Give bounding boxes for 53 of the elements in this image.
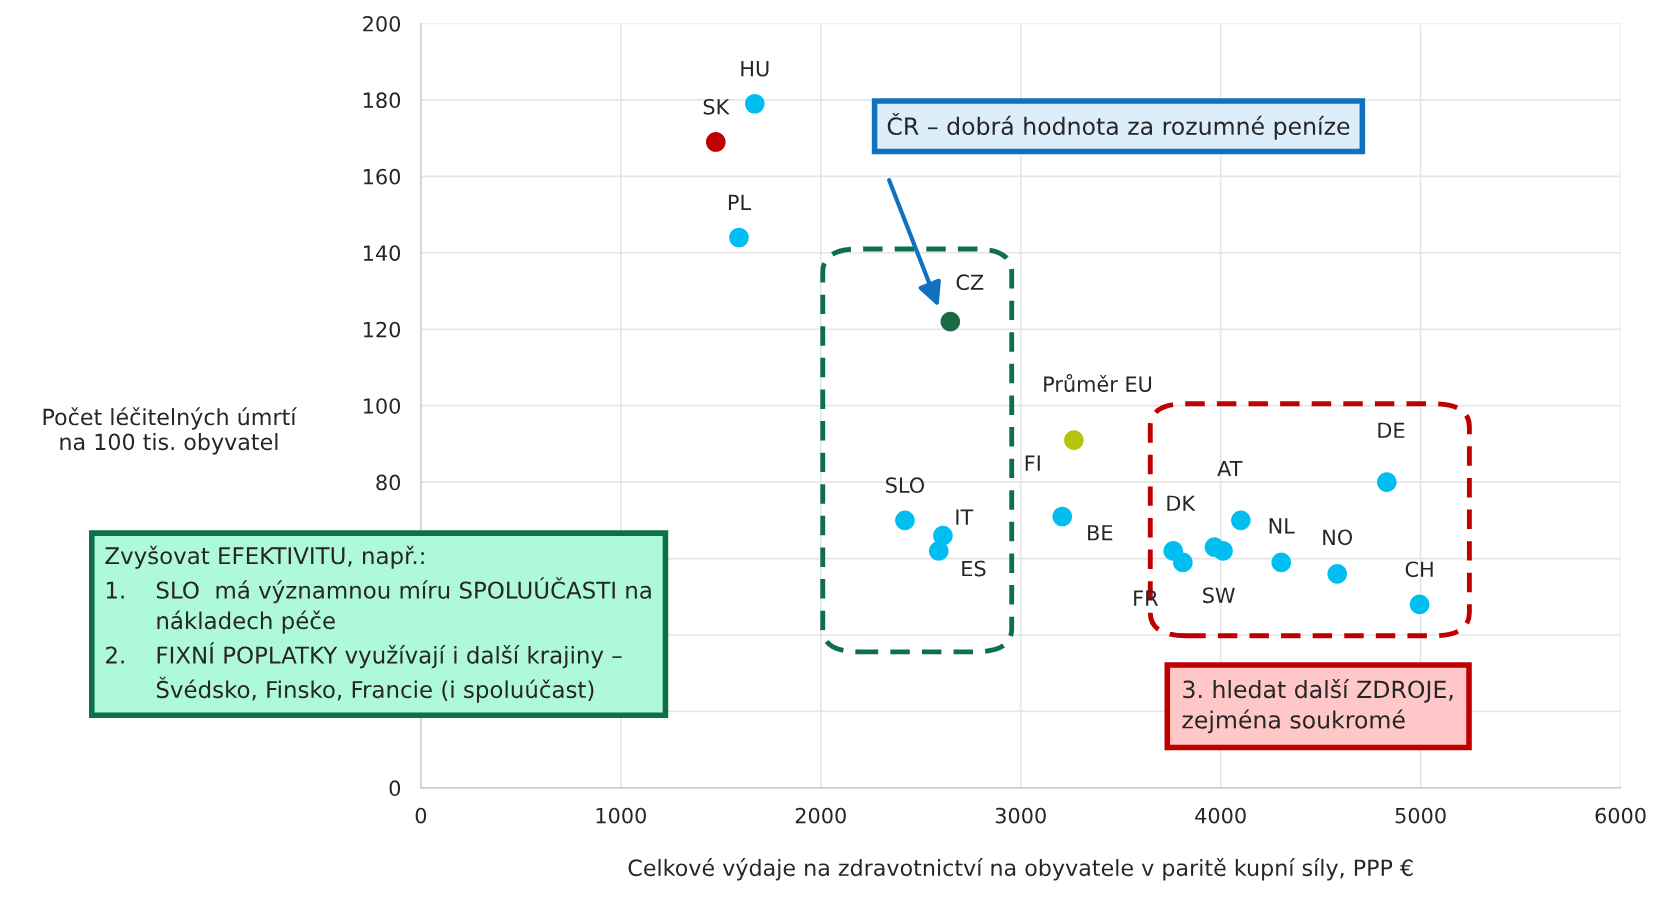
x-tick-label: 1000	[596, 807, 646, 824]
y-tick-label: 0	[389, 780, 401, 797]
annotation: FR	[1134, 590, 1158, 606]
point	[895, 510, 915, 531]
annotation: Zvyšovat EFEKTIVITU, např.: 1. SLO má významnou míru SPOLUÚČASTI na nákladech péče 2. FIXNÍ POPLATKY využívají i další krajiny – Švédsko, Finsko, Francie (i spoluúčast)	[105, 545, 651, 703]
annotation: ES	[962, 560, 986, 577]
annotation: IT	[956, 509, 974, 525]
point	[1064, 430, 1084, 450]
annotation: DK	[1167, 495, 1196, 511]
annotation: CH	[1405, 561, 1433, 578]
annotation: BE	[1088, 525, 1113, 541]
y-tick-label: 160	[363, 168, 401, 185]
annotation: SW	[1203, 587, 1235, 604]
point	[1231, 510, 1251, 531]
annotation: Průměr EU	[1044, 373, 1152, 392]
point	[1052, 506, 1073, 527]
y-tick-label: 120	[363, 321, 401, 338]
point	[705, 132, 726, 152]
y-tick-label: 200	[363, 15, 401, 32]
point	[928, 541, 949, 561]
point	[1213, 541, 1233, 561]
x-tick-label: 6000	[1595, 807, 1646, 824]
annotation: SLO	[886, 477, 925, 494]
x-tick-label: 5000	[1395, 807, 1446, 824]
y-axis-title: Počet léčitelných úmrtí na 100 tis. obyvatel	[43, 407, 298, 455]
annotation: NO	[1323, 529, 1353, 546]
point	[729, 227, 749, 248]
point	[1376, 472, 1397, 492]
annotation: NL	[1269, 518, 1295, 534]
point	[1173, 552, 1193, 573]
annotation: DE	[1378, 422, 1405, 438]
point	[1409, 594, 1430, 615]
y-tick-label: 180	[363, 92, 401, 109]
point	[744, 93, 765, 114]
x-tick-label: 3000	[995, 807, 1046, 824]
x-tick-label: 2000	[795, 807, 846, 824]
x-tick-label: 0	[415, 807, 427, 824]
annotation: PL	[728, 194, 751, 210]
y-tick-label: 80	[376, 474, 401, 491]
x-tick-label: 4000	[1195, 807, 1246, 824]
point	[1271, 552, 1292, 573]
annotation: ČR – dobrá hodnota za rozumné peníze	[887, 112, 1350, 140]
y-tick-label: 140	[363, 245, 401, 261]
annotation: CZ	[956, 274, 984, 291]
annotation: SK	[703, 98, 730, 115]
annotation: 3. hledat další ZDROJE, zejména soukromé	[1182, 679, 1453, 734]
annotation: HU	[741, 60, 769, 77]
annotation: AT	[1217, 460, 1243, 477]
annotation: FI	[1025, 455, 1040, 471]
x-axis-title: Celkové výdaje na zdravotnictví na obyvatele v paritě kupní síly, PPP €	[628, 858, 1413, 881]
point	[940, 311, 961, 332]
y-tick-label: 100	[363, 398, 401, 414]
point	[1327, 564, 1348, 584]
